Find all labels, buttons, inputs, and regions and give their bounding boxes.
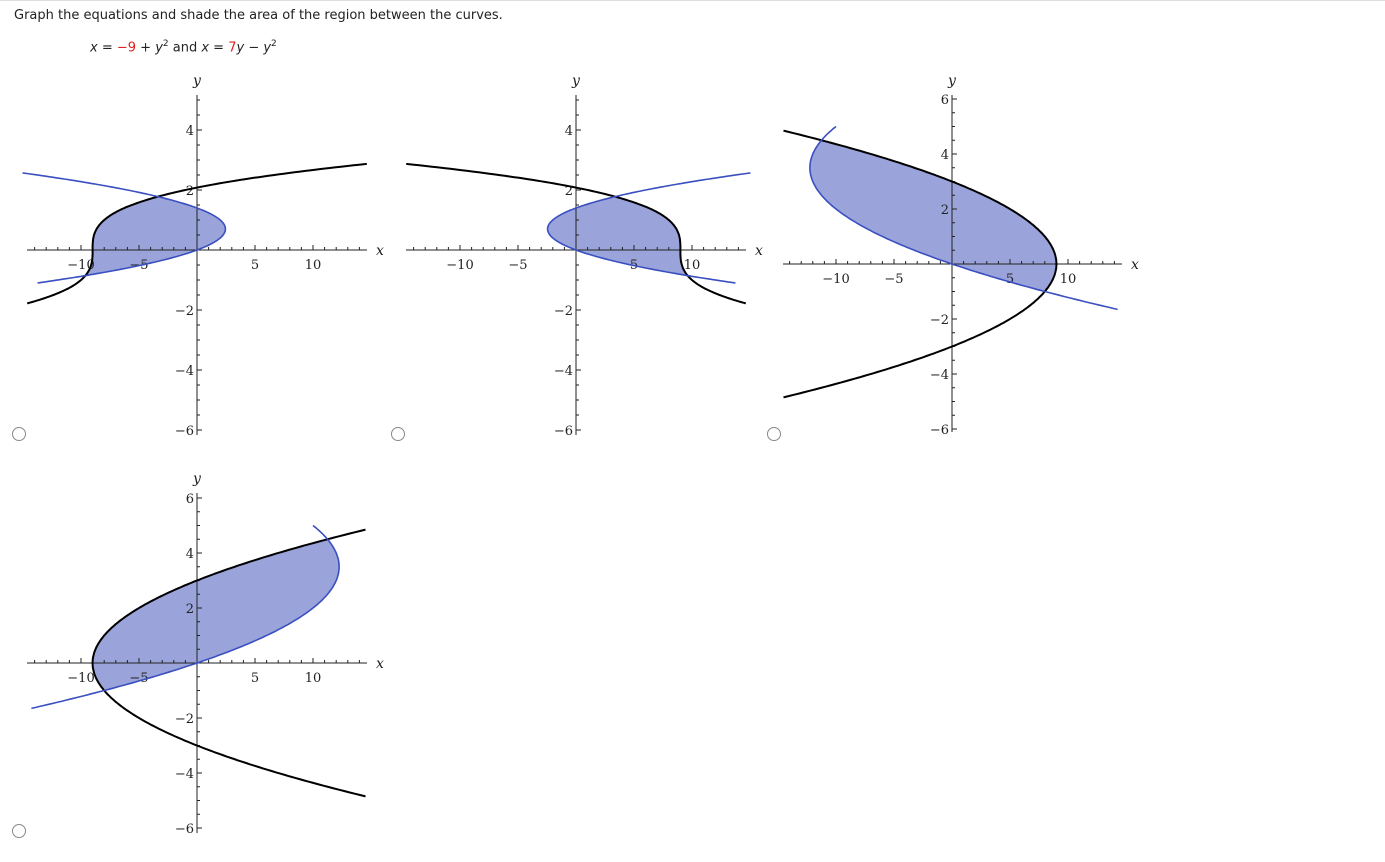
y-tick-label: −2 bbox=[930, 313, 949, 328]
black-curve bbox=[406, 162, 747, 305]
eq2-exponent: 2 bbox=[271, 39, 277, 49]
y-tick-label: 2 bbox=[941, 203, 949, 218]
y-tick-label: 6 bbox=[941, 93, 949, 108]
y-tick-label: −6 bbox=[554, 424, 573, 439]
blue-curve bbox=[546, 172, 751, 284]
question-prompt: Graph the equations and shade the area o… bbox=[14, 8, 503, 23]
y-tick-label: −2 bbox=[175, 712, 194, 727]
x-tick-label: −5 bbox=[508, 258, 527, 273]
y-tick-label: 2 bbox=[186, 602, 194, 617]
top-divider bbox=[0, 0, 1385, 1]
y-tick-label: −6 bbox=[930, 423, 949, 438]
x-tick-label: 10 bbox=[305, 671, 322, 686]
y-tick-label: 6 bbox=[186, 492, 194, 507]
y-tick-label: −4 bbox=[175, 767, 194, 782]
y-tick-label: −2 bbox=[554, 304, 573, 319]
graph-option-3: −10 −5 5 10 6 4 2 −2 −4 −6 x y bbox=[783, 73, 1139, 438]
eq1-rest: + y bbox=[136, 40, 163, 56]
black-curve bbox=[783, 129, 1058, 399]
x-axis-label: x bbox=[1131, 257, 1139, 273]
y-axis-label: y bbox=[192, 471, 202, 487]
x-axis-label: x bbox=[376, 656, 384, 672]
option-4-radio[interactable] bbox=[12, 824, 26, 838]
y-tick-label: −2 bbox=[175, 304, 194, 319]
shaded-region bbox=[92, 539, 340, 691]
x-axis-label: x bbox=[755, 243, 763, 259]
blue-curve bbox=[22, 172, 227, 284]
y-tick-label: 2 bbox=[565, 184, 573, 199]
y-tick-label: −4 bbox=[175, 364, 194, 379]
y-axis-label: y bbox=[192, 73, 202, 89]
shaded-region bbox=[547, 196, 688, 276]
x-tick-label: −10 bbox=[822, 272, 849, 287]
black-curve bbox=[26, 162, 367, 305]
x-tick-label: −10 bbox=[67, 671, 94, 686]
eq2-rest: y − y bbox=[236, 40, 272, 56]
black-curve bbox=[91, 528, 366, 798]
x-tick-label: −5 bbox=[884, 272, 903, 287]
y-tick-label: 4 bbox=[186, 124, 194, 139]
y-tick-label: −6 bbox=[175, 424, 194, 439]
blue-curve bbox=[809, 125, 1118, 311]
eq-and: and bbox=[168, 40, 202, 56]
x-tick-label: 5 bbox=[251, 671, 259, 686]
y-tick-label: −4 bbox=[930, 368, 949, 383]
y-tick-label: 4 bbox=[565, 124, 573, 139]
y-axis-label: y bbox=[571, 73, 581, 89]
y-tick-label: −4 bbox=[554, 364, 573, 379]
x-tick-label: −10 bbox=[67, 258, 94, 273]
eq2-lhs: x = bbox=[201, 40, 229, 56]
y-tick-label: 4 bbox=[186, 547, 194, 562]
y-tick-label: 2 bbox=[186, 184, 194, 199]
shaded-region bbox=[809, 140, 1057, 292]
option-2-radio[interactable] bbox=[391, 427, 405, 441]
y-axis-label: y bbox=[947, 73, 957, 89]
x-tick-label: 10 bbox=[684, 258, 701, 273]
eq1-constant: −9 bbox=[116, 40, 137, 56]
x-tick-label: −10 bbox=[446, 258, 473, 273]
eq1-lhs: x = bbox=[90, 40, 117, 56]
x-tick-label: 10 bbox=[305, 258, 322, 273]
blue-curve bbox=[31, 524, 340, 710]
x-axis-label: x bbox=[376, 243, 384, 259]
y-tick-label: −6 bbox=[175, 822, 194, 837]
shaded-region bbox=[85, 196, 226, 276]
option-1-radio[interactable] bbox=[12, 427, 26, 441]
equations: x = −9 + y2 and x = 7y − y2 bbox=[90, 39, 277, 55]
y-tick-label: 4 bbox=[941, 148, 949, 163]
x-tick-label: 10 bbox=[1060, 272, 1077, 287]
option-3-radio[interactable] bbox=[767, 427, 781, 441]
eq2-coefficient: 7 bbox=[228, 40, 237, 56]
x-tick-label: 5 bbox=[251, 258, 259, 273]
eq1-exponent: 2 bbox=[162, 39, 169, 49]
x-tick-label: 5 bbox=[1006, 272, 1014, 287]
